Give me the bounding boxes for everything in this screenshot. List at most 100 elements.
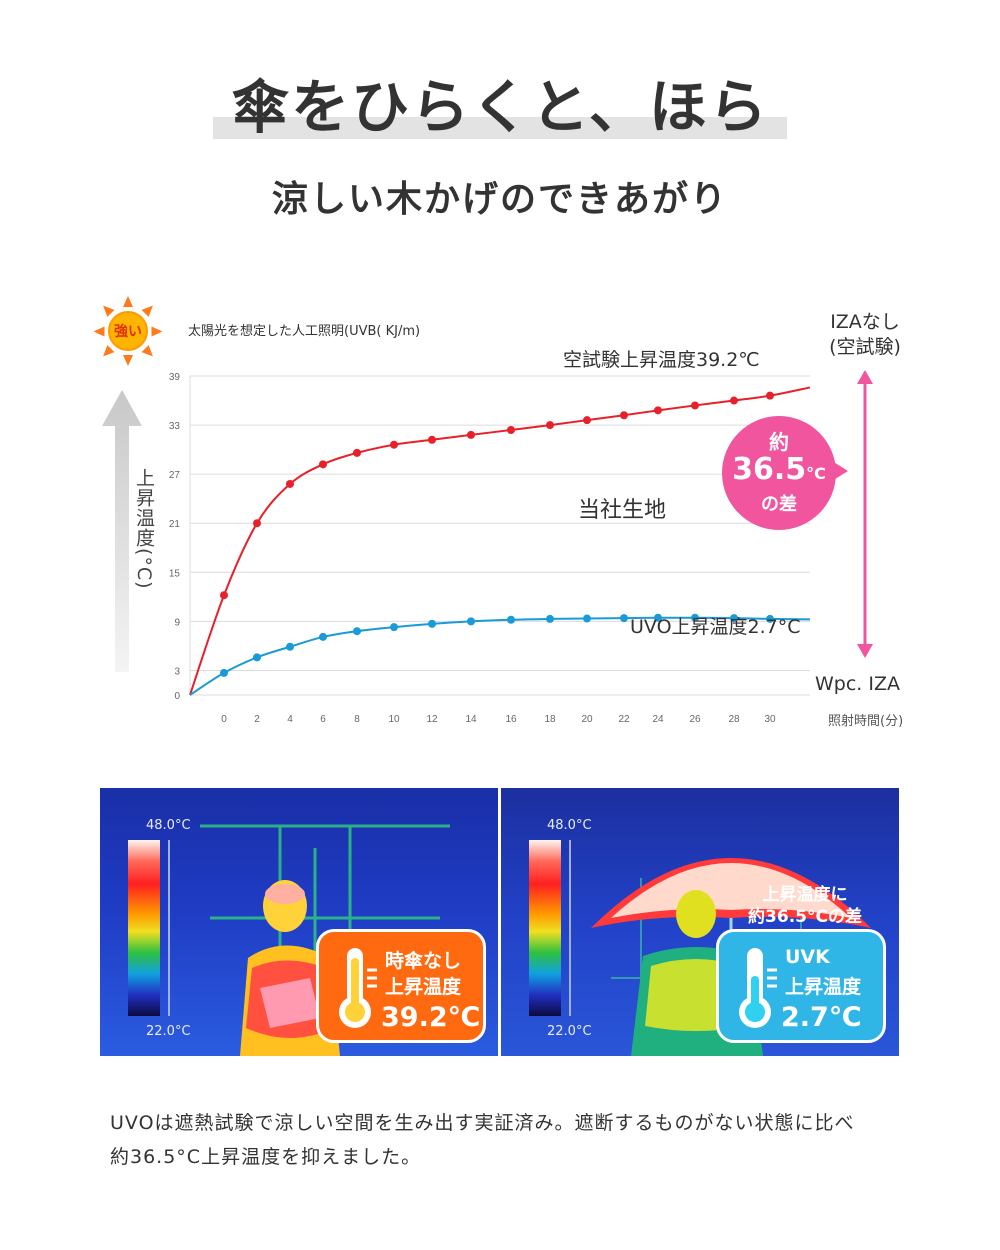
data-point-s0-7	[467, 430, 475, 439]
scale-min-label: 22.0°C	[547, 1024, 592, 1039]
thermometer-icon	[739, 948, 777, 1028]
thermal-color-scale	[128, 840, 160, 1016]
data-point-s0-15	[766, 391, 774, 400]
scale-min-label: 22.0°C	[146, 1024, 191, 1039]
y-tick-label: 0	[174, 691, 180, 702]
y-tick-label: 21	[169, 519, 181, 530]
bubble-pointer	[832, 461, 848, 481]
data-point-s0-2	[286, 479, 294, 488]
right-top-label-line2: (空試験)	[829, 336, 901, 358]
page-subtitle: 涼しい木かげのできあがり	[271, 179, 728, 220]
data-point-s1-11	[620, 614, 628, 623]
data-point-s1-15	[766, 614, 774, 623]
right-top-label-line1: IZAなし	[830, 311, 900, 333]
right-bottom-label: Wpc. IZA	[815, 673, 900, 695]
badge-line2: 上昇温度	[385, 976, 462, 998]
thermal-note-line1: 上昇温度に	[762, 885, 848, 905]
badge-value: 2.7℃	[781, 1002, 862, 1033]
x-tick-label: 6	[320, 714, 326, 725]
company-fabric-label: 当社生地	[578, 498, 667, 523]
difference-value-line: 36.5°C	[722, 452, 836, 487]
data-point-s1-0	[220, 668, 228, 677]
difference-prefix: 約	[769, 430, 789, 454]
y-tick-label: 9	[174, 617, 180, 628]
series-label-uvo: UVO上昇温度2.7°C	[630, 616, 801, 638]
difference-bubble: 約 36.5°C の差	[722, 416, 836, 530]
data-point-s0-4	[353, 448, 361, 457]
data-point-s1-12	[654, 613, 662, 622]
description-text: UVOは遮熱試験で涼しい空間を生み出す実証済み。遮断するものがない状態に比べ 約…	[110, 1106, 910, 1174]
difference-unit: °C	[806, 464, 826, 483]
data-point-s0-0	[220, 591, 228, 600]
data-point-s0-3	[319, 460, 327, 469]
no-umbrella-badge: 時傘なし 上昇温度 39.2℃	[316, 929, 486, 1043]
sun-label: 強い	[108, 311, 148, 351]
thermometer-icon	[339, 948, 377, 1028]
difference-suffix: の差	[761, 494, 797, 515]
x-tick-label: 14	[465, 714, 477, 725]
badge-line1: UVK	[785, 946, 830, 968]
data-point-s1-7	[467, 617, 475, 626]
badge-line1: 時傘なし	[385, 950, 462, 972]
x-tick-label: 26	[689, 714, 701, 725]
x-tick-label: 20	[581, 714, 593, 725]
data-point-s1-3	[319, 632, 327, 641]
y-tick-label: 39	[169, 372, 181, 383]
umbrella-figure	[591, 858, 871, 938]
y-tick-label: 27	[169, 470, 181, 481]
difference-value: 36.5	[732, 452, 807, 487]
y-tick-label: 3	[174, 666, 180, 677]
up-arrow-icon	[102, 390, 142, 672]
data-point-s1-8	[507, 615, 515, 624]
thermal-color-scale	[529, 840, 561, 1016]
x-axis-unit: 照射時間(分)	[828, 714, 904, 729]
title-wrap: 傘をひらくと、ほら	[0, 60, 1000, 144]
data-point-s0-10	[583, 416, 591, 425]
data-point-s1-1	[253, 653, 261, 662]
person-figure-hot	[240, 880, 340, 1056]
data-point-s1-5	[390, 623, 398, 632]
y-axis-label: 上昇温度(°C)	[133, 468, 155, 590]
data-point-s1-13	[691, 613, 699, 622]
data-point-s1-14	[730, 614, 738, 623]
thermal-scale-ticks	[168, 840, 182, 1016]
x-tick-label: 18	[544, 714, 556, 725]
description-line1: UVOは遮熱試験で涼しい空間を生み出す実証済み。遮断するものがない状態に比べ	[110, 1112, 855, 1134]
x-tick-label: 8	[354, 714, 360, 725]
right-top-label: IZAなし (空試験)	[810, 310, 920, 360]
data-point-s1-2	[286, 642, 294, 651]
data-point-s0-13	[691, 401, 699, 410]
uv-note: 太陽光を想定した人工照明(UVB( KJ/m)	[188, 324, 421, 339]
data-point-s0-8	[507, 425, 515, 434]
scale-max-label: 48.0°C	[146, 818, 191, 833]
x-tick-label: 30	[764, 714, 776, 725]
sun-icon: 強い	[93, 296, 163, 366]
x-tick-label: 2	[254, 714, 260, 725]
data-point-s1-4	[353, 627, 361, 636]
series-label-blank-test: 空試験上昇温度39.2℃	[563, 349, 760, 371]
y-tick-label: 33	[169, 421, 181, 432]
x-tick-label: 22	[618, 714, 630, 725]
data-point-s1-6	[428, 619, 436, 628]
thermal-scale-ticks	[569, 840, 583, 1016]
title-underline-bar	[213, 117, 787, 139]
y-tick-label: 15	[169, 568, 181, 579]
x-tick-label: 0	[221, 714, 227, 725]
badge-value: 39.2℃	[381, 1002, 481, 1033]
thermal-difference-note: 上昇温度に 約36.5°Cの差	[730, 884, 880, 928]
uvk-badge: UVK 上昇温度 2.7℃	[716, 929, 886, 1043]
data-point-s0-5	[390, 440, 398, 449]
thermal-note-line2: 約36.5°Cの差	[748, 907, 862, 927]
data-point-s1-10	[583, 614, 591, 623]
data-point-s0-11	[620, 411, 628, 420]
x-tick-label: 12	[426, 714, 438, 725]
data-point-s0-14	[730, 396, 738, 405]
x-tick-label: 24	[652, 714, 664, 725]
x-tick-label: 16	[505, 714, 517, 725]
x-tick-label: 4	[287, 714, 293, 725]
data-point-s0-1	[253, 519, 261, 528]
page-title: 傘をひらくと、ほら	[231, 73, 769, 141]
x-tick-label: 28	[728, 714, 740, 725]
data-point-s0-9	[546, 421, 554, 430]
